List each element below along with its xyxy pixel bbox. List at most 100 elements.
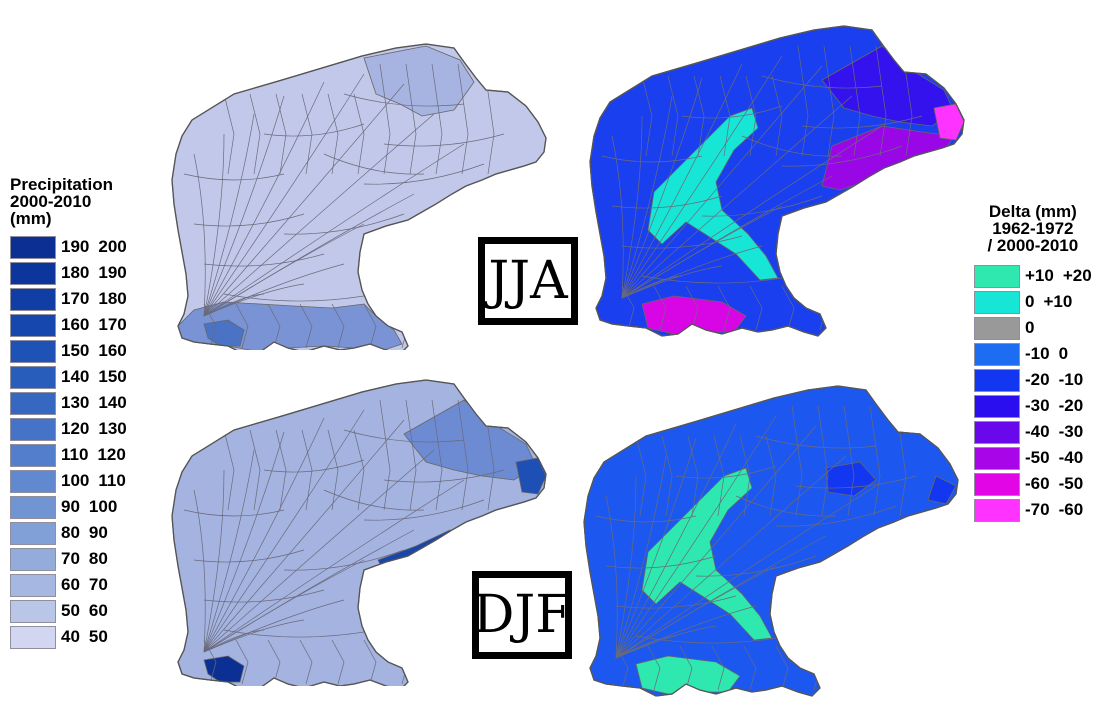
jja-precip-subbasin-boundary (353, 93, 365, 175)
delta-legend-swatch (974, 420, 1020, 444)
jja-delta-subbasin-boundary (621, 275, 683, 299)
jja-precip-subbasin-boundary (235, 303, 249, 349)
jja-delta-subbasin-boundary (771, 75, 783, 157)
delta-legend-rows: +10 +20 0 +10 0 -10 0 -20 -10 -30 -20 -40 -30 -50 -40-… (974, 263, 1092, 523)
jja-precip-subbasin-boundary (203, 95, 285, 317)
djf-delta-subbasin-boundary (615, 645, 629, 691)
jja-delta-subbasin-boundary (823, 45, 835, 157)
precipitation-legend-swatch (10, 599, 56, 623)
jja-precip-subbasin-boundary (267, 303, 281, 349)
precipitation-legend-swatch (10, 469, 56, 493)
jja-delta-subbasin-boundary (621, 205, 783, 299)
delta-legend-row: -30 -20 (974, 393, 1092, 419)
precipitation-legend-title: Precipitation 2000-2010 (mm) (10, 175, 113, 228)
djf-delta-subbasin-boundary (647, 645, 661, 691)
jja-precip-subbasin-boundary (203, 81, 325, 317)
djf-precip-subbasin-boundary (249, 429, 261, 511)
delta-legend-row: -70 -60 (974, 497, 1092, 523)
djf-precip-subbasin-boundary (235, 639, 249, 685)
jja-delta-subbasin-boundary (719, 75, 731, 157)
delta-legend-title: Delta (mm) 1962-1972 / 2000-2010 (987, 202, 1079, 255)
djf-precip-subbasin-boundary (301, 429, 313, 511)
precipitation-legend-swatch (10, 443, 56, 467)
djf-precip-subbasin-boundary (193, 489, 206, 653)
djf-season-label: DJF (472, 571, 572, 659)
djf-delta-subbasin-boundary (675, 465, 777, 479)
precipitation-legend-high-label: 110 (98, 471, 126, 490)
precipitation-legend-row: 150 160 (10, 338, 127, 364)
delta-legend-row: +10 +20 (974, 263, 1092, 289)
djf-delta-subbasin-boundary (615, 595, 737, 609)
delta-legend-low-label: -50 (1025, 448, 1050, 467)
delta-legend-high-label: +20 (1062, 266, 1092, 285)
precipitation-legend: Precipitation 2000-2010 (mm) 190 200 180 19… (10, 176, 127, 650)
jja-delta-subbasin-boundary (611, 195, 723, 209)
djf-delta-subbasin-boundary (615, 423, 737, 659)
djf-precip-subbasin-boundary (223, 629, 365, 638)
djf-precip-subbasin-boundary (353, 429, 365, 511)
precipitation-legend-swatch (10, 391, 56, 415)
djf-precip-region-south-pocket (203, 655, 245, 683)
precipitation-legend-low-label: 120 (61, 419, 90, 438)
jja-delta-subbasin-boundary (801, 115, 923, 129)
jja-delta-subbasin-boundary (797, 45, 809, 157)
djf-precip-subbasin-boundary (203, 419, 405, 653)
delta-legend-swatch (974, 290, 1020, 314)
djf-delta-subbasin-boundary (615, 455, 667, 659)
djf-season-text: DJF (472, 585, 572, 645)
precipitation-legend-high-label: 90 (88, 523, 108, 542)
djf-delta-subbasin-boundary (695, 555, 817, 577)
jja-delta-subbasin-boundary (849, 45, 861, 157)
djf-precip-subbasin-boundary (263, 459, 365, 473)
delta-legend-high-label: -20 (1058, 396, 1084, 415)
jja-precip-subbasin-boundary (263, 123, 365, 137)
jja-delta-subbasin-boundary (621, 265, 723, 299)
jja-delta-subbasin-boundary (717, 285, 731, 331)
djf-delta-subbasin-boundary (743, 645, 757, 691)
djf-precip-subbasin-boundary (383, 469, 505, 483)
jja-delta-subbasin-boundary (621, 115, 643, 299)
djf-delta-subbasin-boundary (817, 405, 829, 517)
jja-delta-subbasin-boundary (681, 105, 783, 119)
jja-precip-subbasin-boundary (193, 153, 206, 317)
precipitation-legend-low-label: 60 (61, 575, 80, 594)
jja-delta-subbasin-boundary (611, 135, 624, 299)
jja-precip-subbasin-boundary (203, 143, 465, 317)
jja-delta-subbasin-boundary (745, 75, 757, 157)
precipitation-legend-low-label: 140 (61, 367, 90, 386)
jja-delta-subbasin-boundary (781, 145, 903, 167)
jja-precip-subbasin-boundary (203, 113, 255, 317)
jja-precip-subbasin-boundary (203, 263, 345, 317)
djf-precip-subbasin-boundary (183, 509, 285, 517)
jja-delta-subbasin-boundary (601, 155, 703, 163)
jja-precip-subbasin-boundary (183, 173, 285, 181)
precipitation-legend-high-label: 180 (98, 289, 127, 308)
delta-legend-high-label: -60 (1058, 500, 1084, 519)
precipitation-legend-swatch (10, 547, 56, 571)
delta-legend-high-label: -40 (1058, 448, 1084, 467)
delta-legend-row: 0 (974, 315, 1092, 341)
jja-precip-subbasin-boundary (383, 133, 505, 147)
delta-legend-low-label: 0 (1025, 292, 1035, 311)
jja-precip-subbasin-boundary (283, 213, 405, 235)
jja-precipitation-map (171, 43, 547, 350)
delta-legend-swatch (974, 446, 1020, 470)
djf-precip-subbasin-boundary (343, 429, 465, 443)
jja-precip-subbasin-boundary (203, 293, 265, 317)
djf-precip-subbasin-boundary (223, 429, 235, 511)
djf-precip-subbasin-boundary (203, 449, 435, 653)
jja-season-text: JJA (488, 251, 568, 311)
precipitation-legend-row: 130 140 (10, 390, 127, 416)
djf-precip-basin-edge (171, 379, 547, 686)
precipitation-legend-row: 190 200 (10, 234, 127, 260)
jja-delta-subbasin-boundary (875, 45, 887, 157)
djf-delta-subbasin-boundary (635, 635, 777, 644)
djf-precip-subbasin-boundary (275, 429, 287, 511)
jja-delta-subbasin-boundary (621, 285, 635, 331)
djf-precip-subbasin-boundary (203, 629, 265, 653)
djf-precip-region-east-tip (515, 457, 546, 495)
delta-legend-swatch (974, 316, 1020, 340)
delta-legend-row: -50 -40 (974, 445, 1092, 471)
djf-precip-subbasin-boundary (299, 639, 313, 685)
precipitation-legend-low-label: 150 (61, 341, 90, 360)
